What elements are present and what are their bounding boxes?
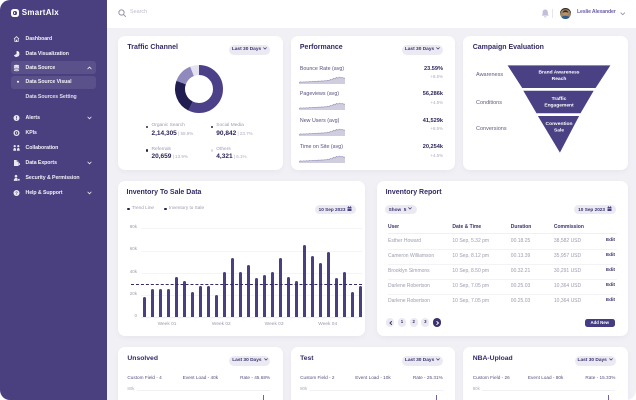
svg-text:Engagement: Engagement bbox=[544, 103, 574, 109]
svg-text:?: ? bbox=[15, 190, 18, 195]
svg-text:Brand Awareness: Brand Awareness bbox=[538, 70, 579, 76]
svg-text:Convention: Convention bbox=[546, 121, 573, 127]
svg-text:Reach: Reach bbox=[552, 76, 567, 82]
svg-text:Traffic: Traffic bbox=[552, 96, 567, 102]
svg-text:Sale: Sale bbox=[554, 128, 564, 134]
